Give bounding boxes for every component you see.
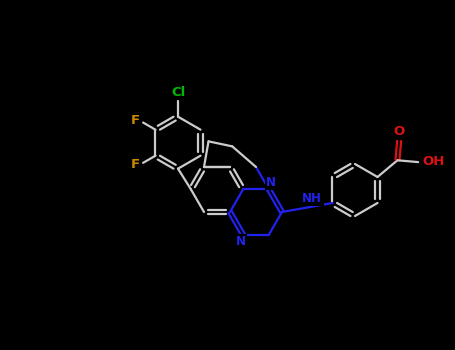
Text: F: F [131,114,140,127]
Text: NH: NH [302,192,322,205]
Text: Cl: Cl [171,86,185,99]
Text: N: N [266,176,276,189]
Text: F: F [131,158,140,172]
Text: N: N [236,235,246,248]
Text: O: O [394,125,405,138]
Text: OH: OH [422,155,445,168]
